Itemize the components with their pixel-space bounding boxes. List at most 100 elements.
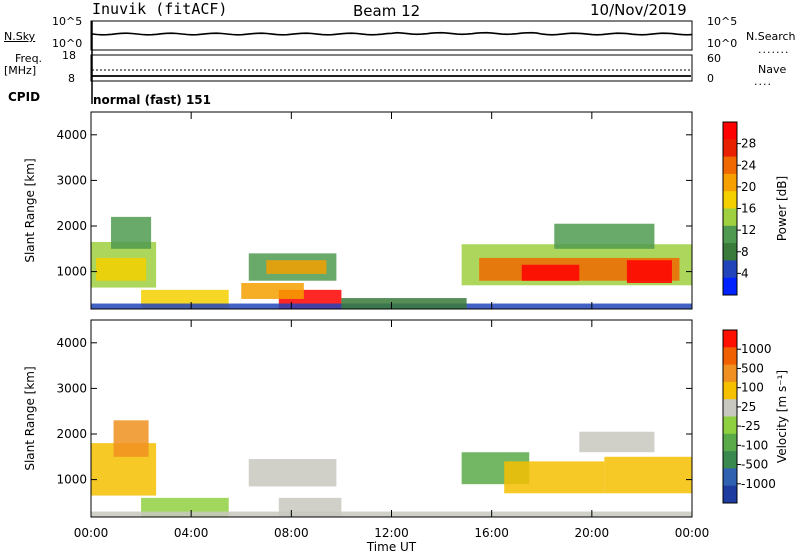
- scatter-region: [504, 461, 605, 494]
- freq-panel-frame: [90, 54, 693, 82]
- colorbar-label: Power [dB]: [775, 176, 789, 241]
- colorbar-swatch: [723, 381, 737, 400]
- scatter-region: [341, 298, 467, 309]
- colorbar-tick-label: 24: [741, 158, 756, 172]
- y-axis-label: Slant Range [km]: [23, 366, 37, 470]
- colorbar-tick-label: 100: [741, 381, 764, 395]
- nsearch-tick-low: 10^0: [707, 37, 738, 50]
- colorbar-tick-label: 8: [741, 245, 749, 259]
- colorbar-tick-label: -500: [741, 458, 768, 472]
- nsky-label: N.Sky: [4, 30, 36, 43]
- y-tick-label: 1000: [56, 473, 87, 487]
- colorbar-swatch: [723, 433, 737, 452]
- x-tick-label: 00:00: [74, 526, 109, 540]
- scatter-region: [96, 257, 147, 281]
- scatter-region: [111, 216, 152, 249]
- colorbar-tick-label: 1000: [741, 342, 772, 356]
- colorbar-swatch: [723, 330, 737, 348]
- colorbar-tick-label: -100: [741, 438, 768, 452]
- x-tick-label: 20:00: [575, 526, 610, 540]
- y-tick-label: 2000: [56, 427, 87, 441]
- colorbar-swatch: [723, 416, 737, 435]
- x-axis-label: Time UT: [366, 540, 417, 554]
- colorbar-swatch: [723, 347, 737, 366]
- x-tick-label: 16:00: [474, 526, 509, 540]
- scatter-region: [579, 431, 655, 453]
- nave-legend-line: ....: [754, 75, 772, 88]
- colorbar-tick-label: 28: [741, 137, 756, 151]
- colorbar-swatch: [723, 277, 737, 296]
- nsky-tick-high: 10^5: [52, 15, 83, 28]
- date-title: 10/Nov/2019: [590, 1, 687, 19]
- x-tick-label: 08:00: [274, 526, 309, 540]
- x-tick-label: 12:00: [374, 526, 409, 540]
- colorbar-tick-label: 12: [741, 223, 756, 237]
- scatter-region: [604, 456, 692, 494]
- nave-tick-low: 0: [707, 72, 714, 85]
- freq-label: Freq.: [15, 52, 43, 65]
- nsearch-label: N.Search: [746, 30, 796, 43]
- power-panel: 1000 2000 3000 4000 Slant Range [km]: [23, 111, 693, 310]
- colorbar-swatch: [723, 451, 737, 469]
- scatter-region: [241, 283, 304, 299]
- y-axis-label: Slant Range [km]: [23, 158, 37, 262]
- colorbar-tick-label: 25: [741, 400, 756, 414]
- station-title: Inuvik (fitACF): [92, 0, 228, 18]
- scatter-region: [521, 264, 580, 281]
- colorbar-tick-label: -1000: [741, 477, 776, 491]
- freq-tick-high: 18: [62, 49, 76, 62]
- colorbar-swatch: [723, 156, 737, 175]
- y-tick-label: 1000: [56, 265, 87, 279]
- cpid-label: CPID: [8, 90, 41, 104]
- colorbar-tick-label: -25: [741, 419, 761, 433]
- cpid-value: normal (fast) 151: [93, 93, 211, 107]
- colorbar-tick-label: 4: [741, 266, 749, 280]
- y-tick-label: 3000: [56, 381, 87, 395]
- colorbar-swatch: [723, 208, 737, 227]
- nsearch-tick-high: 10^5: [707, 15, 738, 28]
- time-axis: 00:00 04:00 08:00 12:00 16:00 20:00 00:00 Time …: [74, 526, 710, 554]
- nsky-panel-frame: [90, 20, 693, 51]
- colorbar-swatch: [723, 243, 737, 261]
- colorbar-swatch: [723, 364, 737, 383]
- colorbar-tick-label: 16: [741, 202, 756, 216]
- scatter-region: [248, 459, 337, 487]
- freq-tick-low: 8: [68, 72, 75, 85]
- y-tick-label: 4000: [56, 336, 87, 350]
- scatter-region: [626, 260, 672, 284]
- scatter-region: [266, 260, 327, 274]
- colorbar-swatch: [723, 399, 737, 417]
- nsearch-legend-line: .......: [758, 43, 790, 56]
- velocity-colorbar: 1000 500 100 25 -25 -100 -500 -1000 Velocity [m …: [722, 329, 789, 504]
- colorbar-swatch: [723, 173, 737, 192]
- nave-label: Nave: [758, 63, 787, 76]
- nave-tick-high: 60: [707, 52, 721, 65]
- scatter-region: [554, 223, 655, 249]
- freq-unit: [MHz]: [4, 64, 37, 77]
- x-tick-label: 04:00: [174, 526, 209, 540]
- colorbar-swatch: [723, 191, 737, 209]
- colorbar-swatch: [723, 468, 737, 487]
- colorbar-swatch: [723, 485, 737, 504]
- y-tick-label: 3000: [56, 173, 87, 187]
- power-colorbar: 28 24 20 16 12 8 4 Power [dB]: [722, 121, 789, 296]
- colorbar-label: Velocity [m s⁻¹]: [775, 370, 789, 463]
- colorbar-tick-label: 20: [741, 180, 756, 194]
- nsky-trace: [91, 31, 693, 36]
- colorbar-swatch: [723, 139, 737, 158]
- colorbar-frame: [722, 329, 738, 504]
- x-tick-label: 00:00: [675, 526, 710, 540]
- colorbar-swatch: [723, 122, 737, 140]
- nsky-tick-low: 10^0: [52, 37, 83, 50]
- y-tick-label: 4000: [56, 128, 87, 142]
- beam-title: Beam 12: [353, 2, 421, 20]
- colorbar-tick-label: 500: [741, 361, 764, 375]
- velocity-panel: 1000 2000 3000 4000 Slant Range [km]: [23, 319, 693, 518]
- colorbar-swatch: [723, 225, 737, 244]
- scatter-region: [113, 420, 149, 457]
- top-panel-traces: [91, 21, 693, 104]
- colorbar-swatch: [723, 260, 737, 279]
- y-tick-label: 2000: [56, 219, 87, 233]
